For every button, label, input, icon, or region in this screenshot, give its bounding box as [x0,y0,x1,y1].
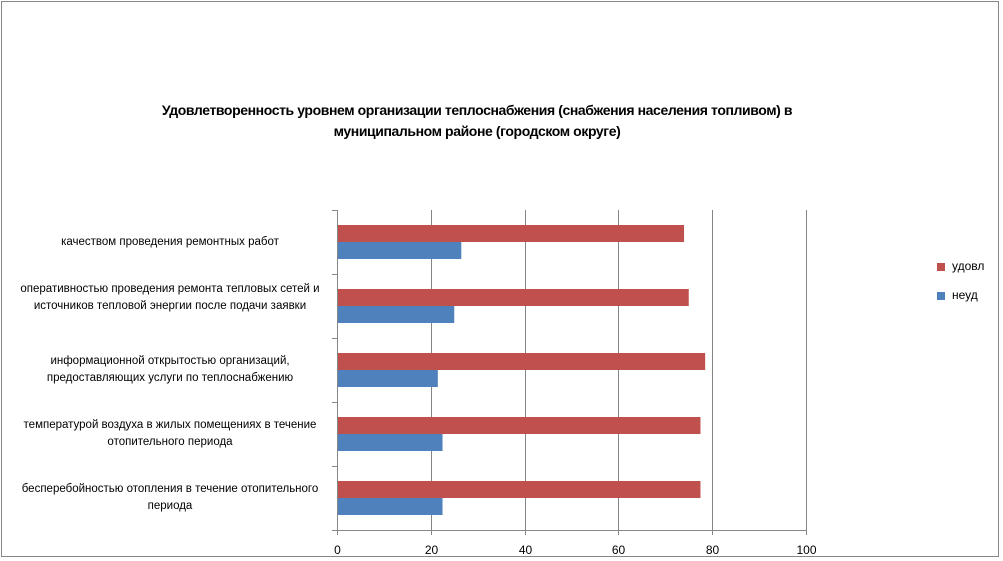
bar-неуд-3 [338,434,443,451]
x-tick-label: 100 [796,543,816,557]
x-tick-label: 0 [334,543,341,557]
category-label: оперативностью проведения ремонта теплов… [20,282,320,312]
bar-удовл-3 [338,417,701,434]
legend-label: неуд [952,288,978,302]
x-tick-label: 60 [612,543,626,557]
bar-удовл-4 [338,481,701,498]
category-label: информационной открытостью организаций, … [46,355,294,384]
category-label: качеством проведения ремонтных работ [61,235,279,248]
legend-swatch [937,263,945,271]
legend-label: удовл [952,259,985,273]
bar-удовл-0 [338,225,685,242]
x-tick-label: 80 [706,543,720,557]
bar-удовл-2 [338,353,706,370]
bar-неуд-4 [338,498,443,515]
bar-неуд-0 [338,242,462,259]
category-label: бесперебойностью отопления в течение ото… [21,483,319,512]
x-tick-label: 20 [425,543,439,557]
category-label: температурой воздуха в жилых помещениях … [23,419,317,448]
legend-swatch [937,292,945,300]
bar-неуд-2 [338,370,438,387]
bar-неуд-1 [338,306,455,323]
x-tick-label: 40 [519,543,533,557]
bar-удовл-1 [338,289,689,306]
chart-title: Удовлетворенность уровнем организации те… [161,102,793,139]
